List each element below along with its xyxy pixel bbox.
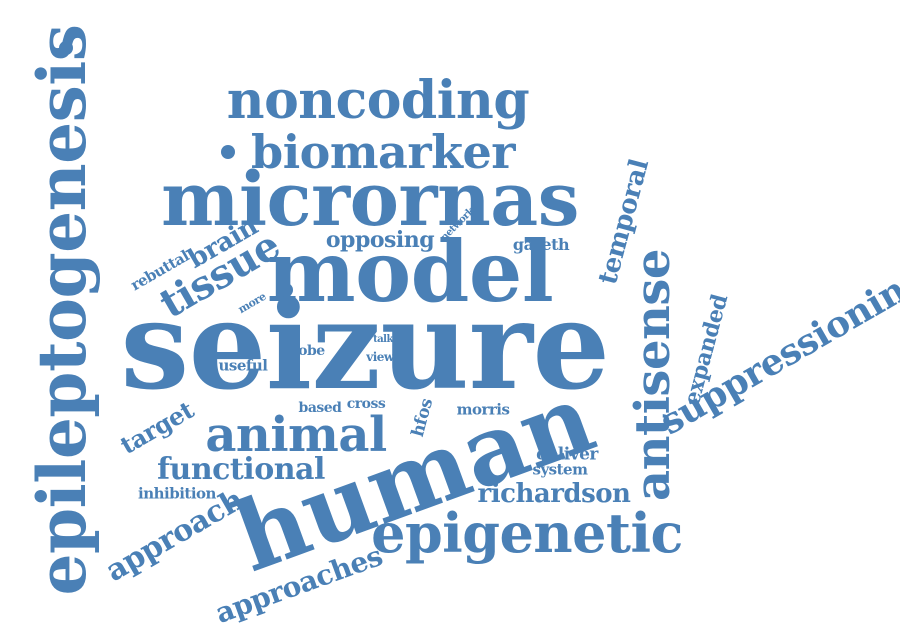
dot-marker-3 xyxy=(279,283,293,297)
word-richardson: richardson xyxy=(477,479,631,509)
word-lobe: lobe xyxy=(293,343,325,359)
word-micrornas: micrornas xyxy=(161,157,579,243)
word-functional: functional xyxy=(157,452,325,487)
word-epileptogenesis: epileptogenesis xyxy=(23,24,101,596)
word-opposing: opposing xyxy=(325,227,435,253)
word-gareth: gareth xyxy=(512,235,570,254)
word-deliver: deliver xyxy=(536,444,598,465)
word-seizure: seizure xyxy=(120,273,610,417)
word-system: system xyxy=(532,460,588,479)
word-morris: morris xyxy=(456,400,510,419)
word-animal: animal xyxy=(205,407,387,463)
word-epigenetic: epigenetic xyxy=(371,501,683,565)
word-based: based xyxy=(298,400,342,416)
word-model: model xyxy=(266,222,554,321)
word-biomarker: biomarker xyxy=(251,125,515,179)
word-talk: talk xyxy=(373,334,393,345)
word-antisense: antisense xyxy=(625,249,681,501)
word-cross: cross xyxy=(346,396,386,412)
word-inhibition: inhibition xyxy=(138,484,216,503)
dot-marker-2 xyxy=(221,145,235,159)
dot-marker-1 xyxy=(59,41,73,55)
word-view: view xyxy=(366,350,394,364)
word-useful: useful xyxy=(218,356,268,375)
word-noncoding: noncoding xyxy=(226,70,530,131)
